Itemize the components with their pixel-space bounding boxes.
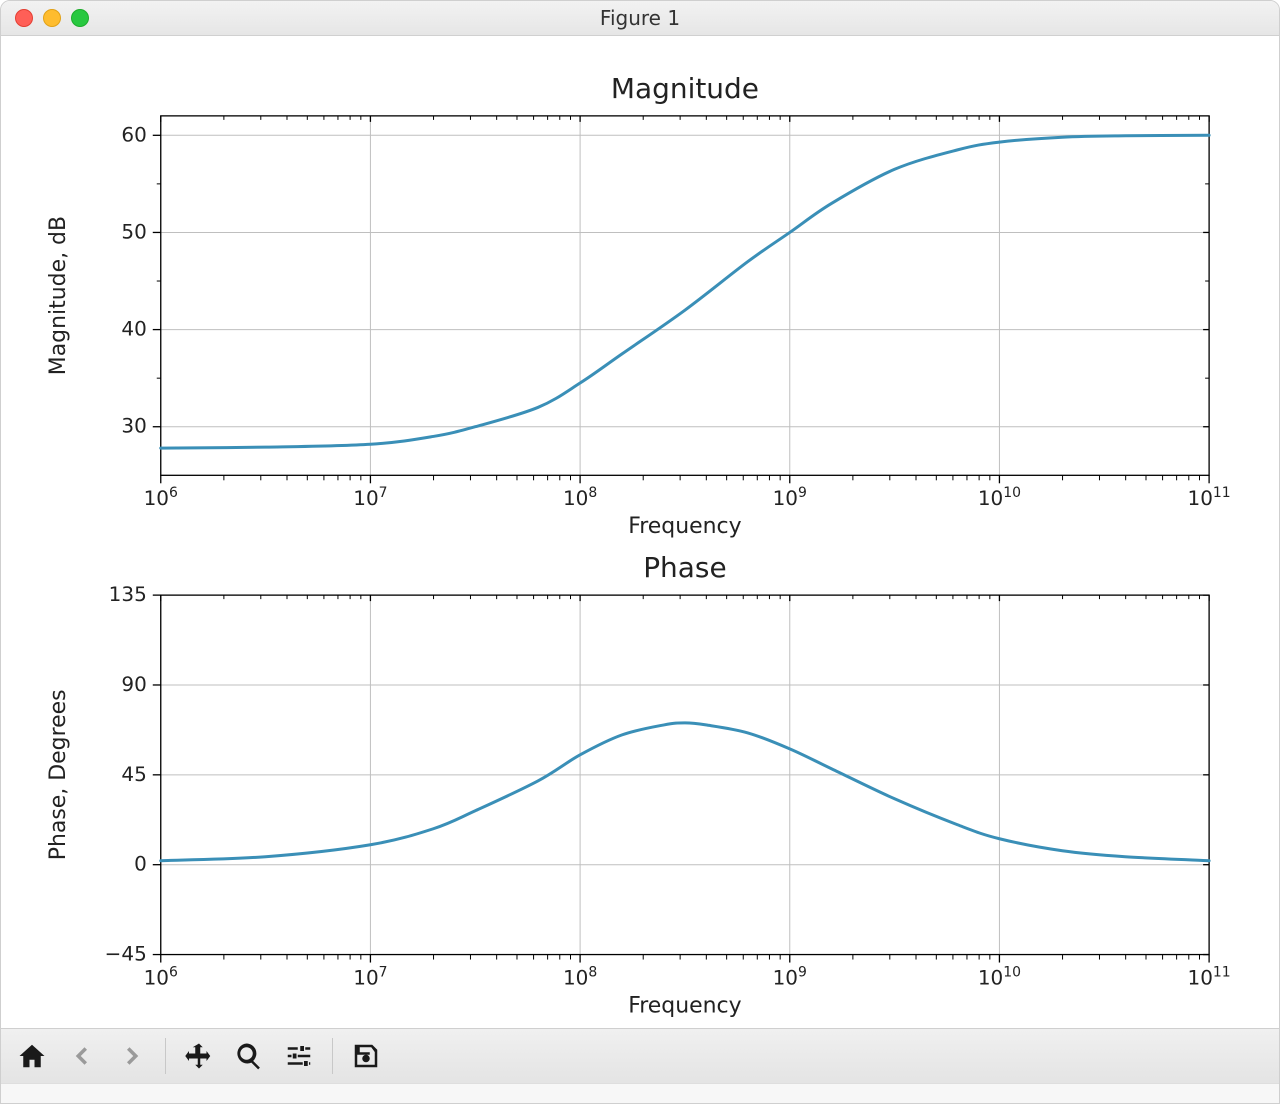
sliders-icon [284, 1041, 314, 1071]
zoom-button[interactable] [226, 1033, 272, 1079]
toolbar-separator [332, 1038, 333, 1074]
svg-text:Phase: Phase [643, 551, 726, 584]
arrow-right-icon [117, 1041, 147, 1071]
svg-text:107: 107 [353, 965, 387, 990]
forward-button[interactable] [109, 1033, 155, 1079]
titlebar: Figure 1 [1, 1, 1279, 36]
svg-text:−45: −45 [105, 942, 147, 966]
pan-button[interactable] [176, 1033, 222, 1079]
svg-text:Frequency: Frequency [628, 514, 741, 539]
home-icon [17, 1041, 47, 1071]
svg-text:106: 106 [144, 965, 178, 990]
configure-subplots-button[interactable] [276, 1033, 322, 1079]
svg-text:Frequency: Frequency [628, 993, 741, 1018]
svg-text:40: 40 [121, 317, 146, 341]
home-button[interactable] [9, 1033, 55, 1079]
move-icon [184, 1041, 214, 1071]
svg-text:30: 30 [121, 414, 146, 438]
svg-text:Magnitude, dB: Magnitude, dB [46, 216, 71, 375]
svg-text:50: 50 [121, 219, 146, 243]
svg-text:45: 45 [121, 762, 146, 786]
window-title: Figure 1 [1, 6, 1279, 30]
svg-text:Phase, Degrees: Phase, Degrees [46, 689, 71, 860]
status-bar [1, 1083, 1279, 1104]
svg-text:109: 109 [773, 485, 807, 510]
svg-text:Magnitude: Magnitude [611, 72, 759, 105]
figure-window: Figure 1 Magnitude 106 107 108 109 1010 1011 30… [0, 0, 1280, 1104]
svg-text:135: 135 [109, 582, 147, 606]
svg-text:60: 60 [121, 122, 146, 146]
svg-text:1010: 1010 [978, 965, 1021, 990]
svg-text:109: 109 [773, 965, 807, 990]
figure-canvas[interactable]: Magnitude 106 107 108 109 1010 1011 30 40 50 60 Fre… [1, 36, 1279, 1028]
save-icon [351, 1041, 381, 1071]
matplotlib-toolbar [1, 1028, 1279, 1083]
bode-plot-svg: Magnitude 106 107 108 109 1010 1011 30 40 50 60 Fre… [1, 36, 1279, 1028]
back-button[interactable] [59, 1033, 105, 1079]
svg-text:1011: 1011 [1188, 965, 1231, 990]
save-button[interactable] [343, 1033, 389, 1079]
svg-text:1010: 1010 [978, 485, 1021, 510]
svg-text:1011: 1011 [1188, 485, 1231, 510]
svg-text:106: 106 [144, 485, 178, 510]
svg-text:90: 90 [121, 672, 146, 696]
svg-text:108: 108 [563, 485, 597, 510]
zoom-icon [234, 1041, 264, 1071]
toolbar-separator [165, 1038, 166, 1074]
arrow-left-icon [67, 1041, 97, 1071]
svg-text:108: 108 [563, 965, 597, 990]
svg-text:0: 0 [134, 852, 147, 876]
svg-text:107: 107 [353, 485, 387, 510]
